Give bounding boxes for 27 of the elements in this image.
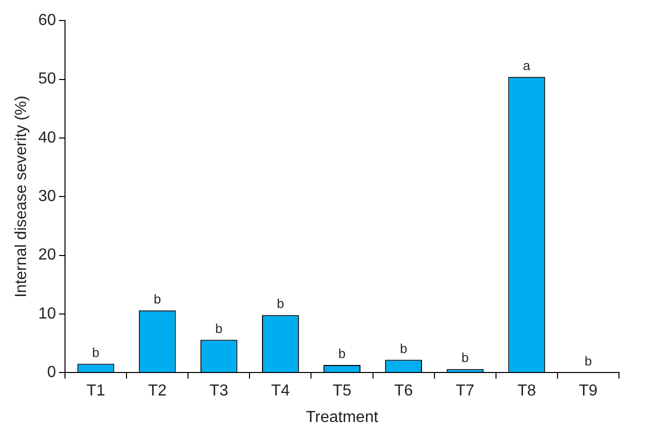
x-tick-label: T1 bbox=[86, 382, 106, 400]
x-tick-label: T7 bbox=[456, 382, 475, 400]
x-tick-label: T9 bbox=[578, 382, 598, 400]
annotation: b bbox=[400, 340, 408, 356]
x-tick-label: T8 bbox=[517, 382, 536, 400]
x-tick-label: T2 bbox=[148, 382, 167, 400]
x-axis-title: Treatment bbox=[306, 408, 379, 426]
x-tick-label: T3 bbox=[210, 382, 228, 400]
y-tick-label: 20 bbox=[38, 246, 56, 264]
x-tick-label: T4 bbox=[271, 382, 290, 400]
annotation: b bbox=[338, 346, 346, 362]
annotation: a bbox=[523, 58, 532, 73]
annotation: b bbox=[461, 350, 469, 366]
y-tick-label: 60 bbox=[38, 12, 56, 30]
annotation: b bbox=[276, 296, 284, 312]
y-tick-label: 10 bbox=[38, 305, 56, 322]
annotation: b bbox=[154, 291, 161, 306]
y-tick-label: 30 bbox=[38, 188, 56, 206]
x-tick-label: T6 bbox=[394, 382, 413, 400]
y-tick-label: 40 bbox=[38, 129, 56, 146]
y-axis-title: Internal disease severity (%) bbox=[13, 96, 30, 298]
annotation: b bbox=[584, 354, 592, 369]
y-tick-label: 50 bbox=[38, 70, 56, 88]
y-tick-label: 0 bbox=[47, 364, 56, 382]
annotation: b bbox=[92, 344, 100, 360]
x-tick-label: T5 bbox=[332, 382, 352, 400]
annotation: b bbox=[215, 320, 223, 336]
